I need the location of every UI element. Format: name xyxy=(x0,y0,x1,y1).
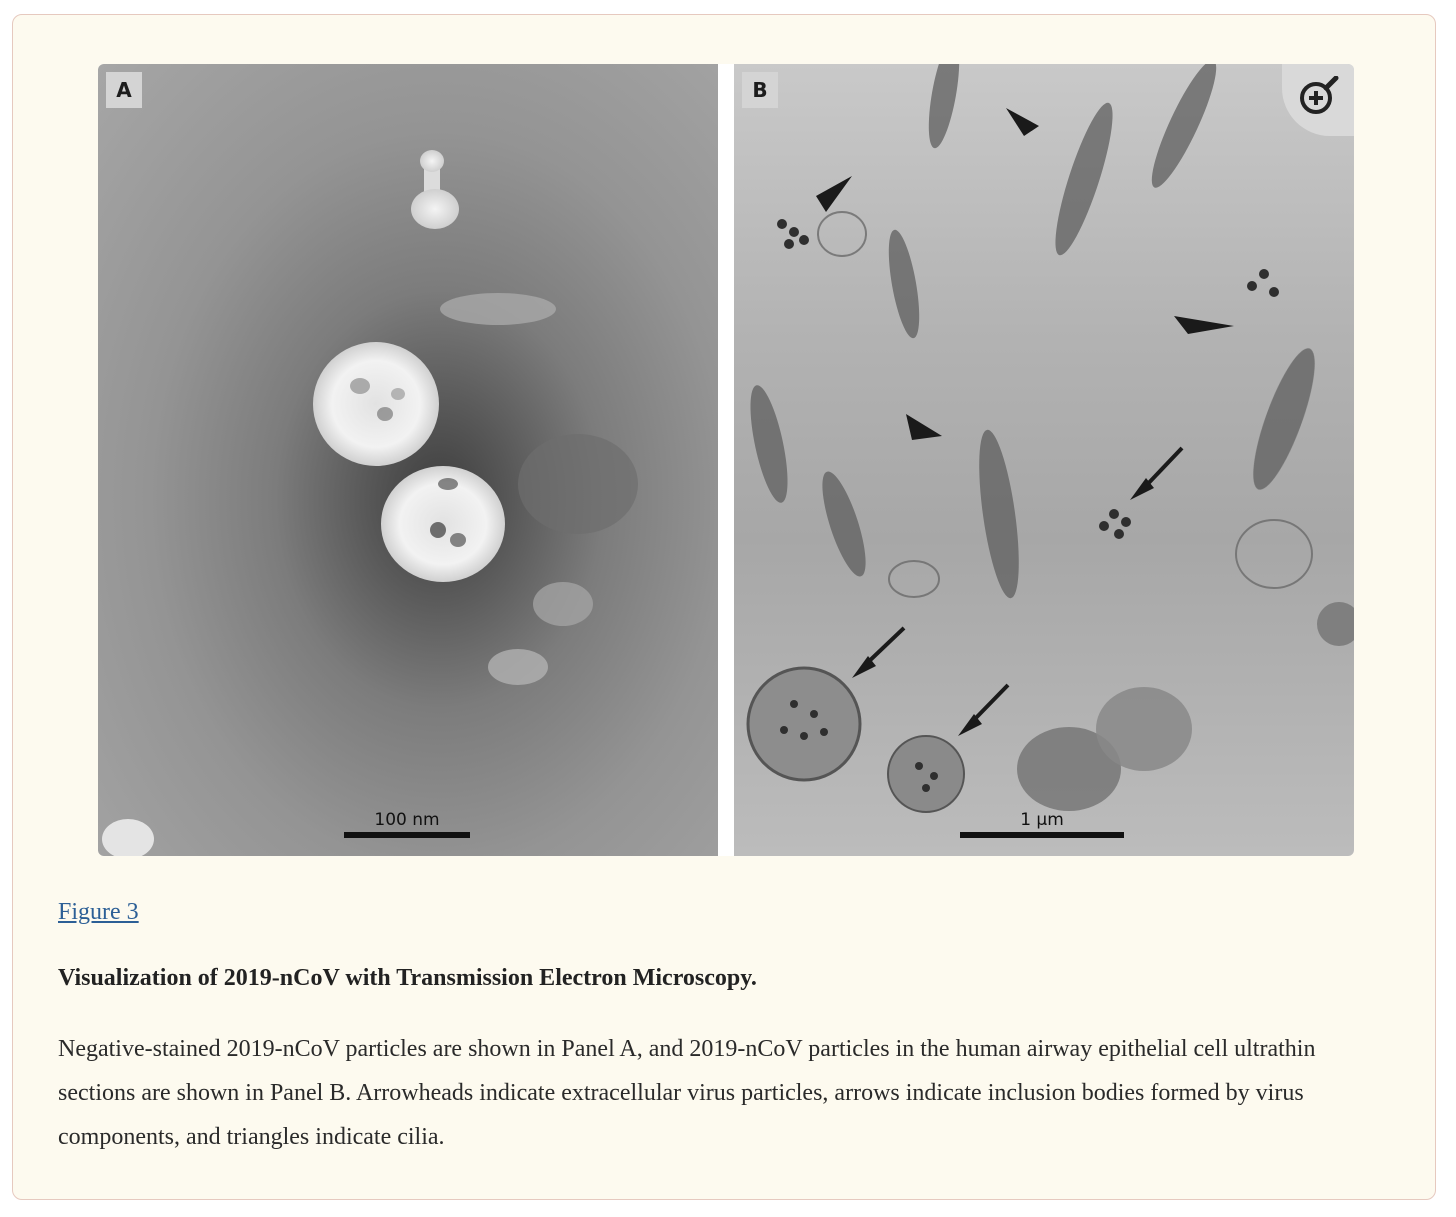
panel-a-scale: 100 nm xyxy=(344,810,470,838)
panel-b-label: B xyxy=(742,72,778,108)
panel-b-scale: 1 μm xyxy=(960,810,1124,838)
panel-b-scale-label: 1 μm xyxy=(1020,810,1064,830)
figure-caption-body: Negative-stained 2019-nCoV particles are… xyxy=(58,1036,1316,1150)
zoom-in-icon xyxy=(1300,76,1339,114)
panel-a-micrograph xyxy=(102,150,638,856)
panel-b: B 1 μm xyxy=(734,64,1354,856)
figure-image[interactable]: A 100 nm xyxy=(98,64,1354,856)
figure-caption-title: Visualization of 2019-nCoV with Transmis… xyxy=(58,965,757,991)
panel-a: A 100 nm xyxy=(98,64,718,856)
figure-link[interactable]: Figure 3 xyxy=(58,899,139,925)
panel-b-scale-bar xyxy=(960,832,1124,838)
panel-b-micrograph xyxy=(746,64,1354,813)
figure-card: A 100 nm xyxy=(12,14,1436,1200)
panel-a-scale-bar xyxy=(344,832,470,838)
panel-a-label: A xyxy=(106,72,142,108)
panel-a-scale-label: 100 nm xyxy=(374,810,440,830)
